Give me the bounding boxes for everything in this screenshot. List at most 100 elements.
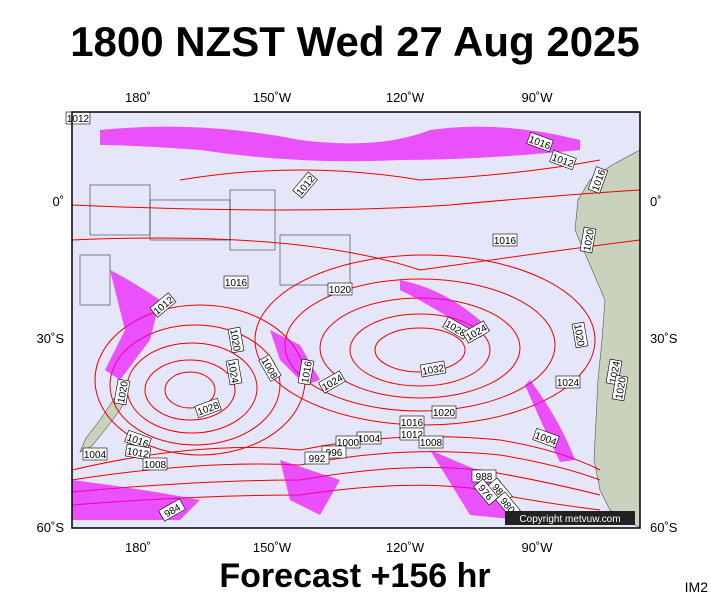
label-box [124, 443, 152, 461]
isobar-value: 1020 [329, 285, 352, 296]
isobar-label: 1024 [555, 375, 581, 389]
label-box [532, 427, 560, 449]
label-box [611, 374, 629, 402]
isobar-label: 1020 [611, 374, 629, 402]
label-box [318, 370, 346, 394]
isobar-value: 1012 [67, 114, 90, 125]
lat-label-right: 30˚S [650, 331, 678, 346]
isobar-label: 1012 [124, 443, 152, 461]
isobar-label: 1012 [65, 111, 91, 125]
label-box [335, 435, 361, 449]
isobar-label: 1024 [225, 358, 243, 386]
lon-label-top: 150˚W [253, 90, 292, 105]
lon-label-top: 180˚ [125, 90, 151, 105]
isobar-label: 1016 [223, 275, 249, 289]
label-box [587, 166, 609, 194]
label-box [418, 435, 444, 449]
label-box [327, 282, 353, 296]
isobar-label: 1020 [227, 326, 245, 354]
isobar-value: 1004 [358, 434, 381, 445]
lon-label-bottom: 120˚W [386, 540, 425, 555]
isobar-value: 1020 [571, 323, 586, 347]
label-box [473, 478, 499, 506]
isobar-label: 1016 [492, 233, 518, 247]
isobar-label: 1020 [431, 405, 457, 419]
lat-label-left: 0˚ [52, 194, 64, 209]
axis-labels: 180˚ 180˚ 150˚W 150˚W 120˚W 120˚W 90˚W 90˚W 0˚ 0˚… [37, 90, 678, 555]
isobar-value: 1000 [337, 438, 360, 449]
label-box [526, 131, 554, 153]
isobar-label: 1016 [399, 415, 425, 429]
isobar-label: 1020 [113, 378, 131, 406]
isobar-label: 1000 [335, 435, 361, 449]
isobar-value: 1008 [420, 438, 443, 449]
label-box [82, 447, 108, 461]
lat-label-left: 60˚S [37, 520, 65, 535]
lon-label-top: 120˚W [386, 90, 425, 105]
label-box [431, 405, 457, 419]
lon-label-top: 90˚W [521, 90, 553, 105]
label-box [113, 378, 131, 406]
isobar-value: 1016 [401, 418, 424, 429]
forecast-label: Forecast +156 hr [219, 557, 490, 595]
isobar-label: 1008 [142, 457, 168, 471]
isobar-label: 1012 [399, 427, 425, 441]
label-box [149, 292, 177, 318]
boundaries [79, 184, 351, 306]
label-box [579, 226, 597, 254]
label-box [571, 321, 589, 349]
isobar-value: 988 [476, 472, 493, 483]
copyright: Copyright metvuw.com [519, 514, 620, 525]
label-box [142, 457, 168, 471]
lon-label-bottom: 90˚W [521, 540, 553, 555]
isobar-label: 1008 [418, 435, 444, 449]
isobar-value: 1016 [300, 360, 315, 384]
isobar-value: 1020 [227, 328, 242, 352]
isobar-value: 1016 [225, 278, 248, 289]
label-box [194, 397, 222, 419]
label-box [227, 326, 245, 354]
label-box [419, 360, 447, 378]
isobar-value: 1016 [494, 236, 517, 247]
lon-label-bottom: 150˚W [253, 540, 292, 555]
map-frame [71, 111, 641, 529]
isobar-value: 1004 [84, 450, 107, 461]
lat-label-left: 30˚S [37, 331, 65, 346]
label-box [158, 498, 186, 522]
label-box [304, 451, 330, 465]
isobar-label: 1016 [297, 358, 315, 386]
isobar-value: 996 [326, 448, 343, 459]
isobar-value: 1008 [144, 460, 167, 471]
label-box [225, 358, 243, 386]
isobars [71, 159, 641, 511]
isobar-value: 992 [309, 454, 326, 465]
isobar-value: 1012 [401, 430, 424, 441]
label-box [492, 233, 518, 247]
isobar-label: 1020 [327, 282, 353, 296]
isobar-label: 1020 [579, 226, 597, 254]
isobar-label: 1032 [419, 360, 447, 378]
label-box [555, 375, 581, 389]
isobar-label: 1004 [356, 431, 382, 445]
label-box [258, 354, 282, 382]
isobar-value: 1020 [433, 408, 456, 419]
isobar-value: 1020 [582, 228, 597, 252]
isobar-value: 1024 [557, 378, 580, 389]
label-box [549, 149, 577, 171]
isobar-value: 1020 [614, 376, 629, 400]
isobar-label: 992 [304, 451, 330, 465]
rain [72, 126, 580, 520]
isobar-value: 1024 [225, 360, 240, 384]
image-code: IM2 [685, 579, 709, 595]
label-box [292, 171, 318, 199]
title: 1800 NZST Wed 27 Aug 2025 [70, 18, 640, 65]
label-box [399, 427, 425, 441]
isobar-label: 1020 [571, 321, 589, 349]
copyright-box [505, 511, 635, 525]
lat-label-right: 0˚ [650, 194, 662, 209]
label-box [462, 320, 490, 344]
lat-label-right: 60˚S [650, 520, 678, 535]
